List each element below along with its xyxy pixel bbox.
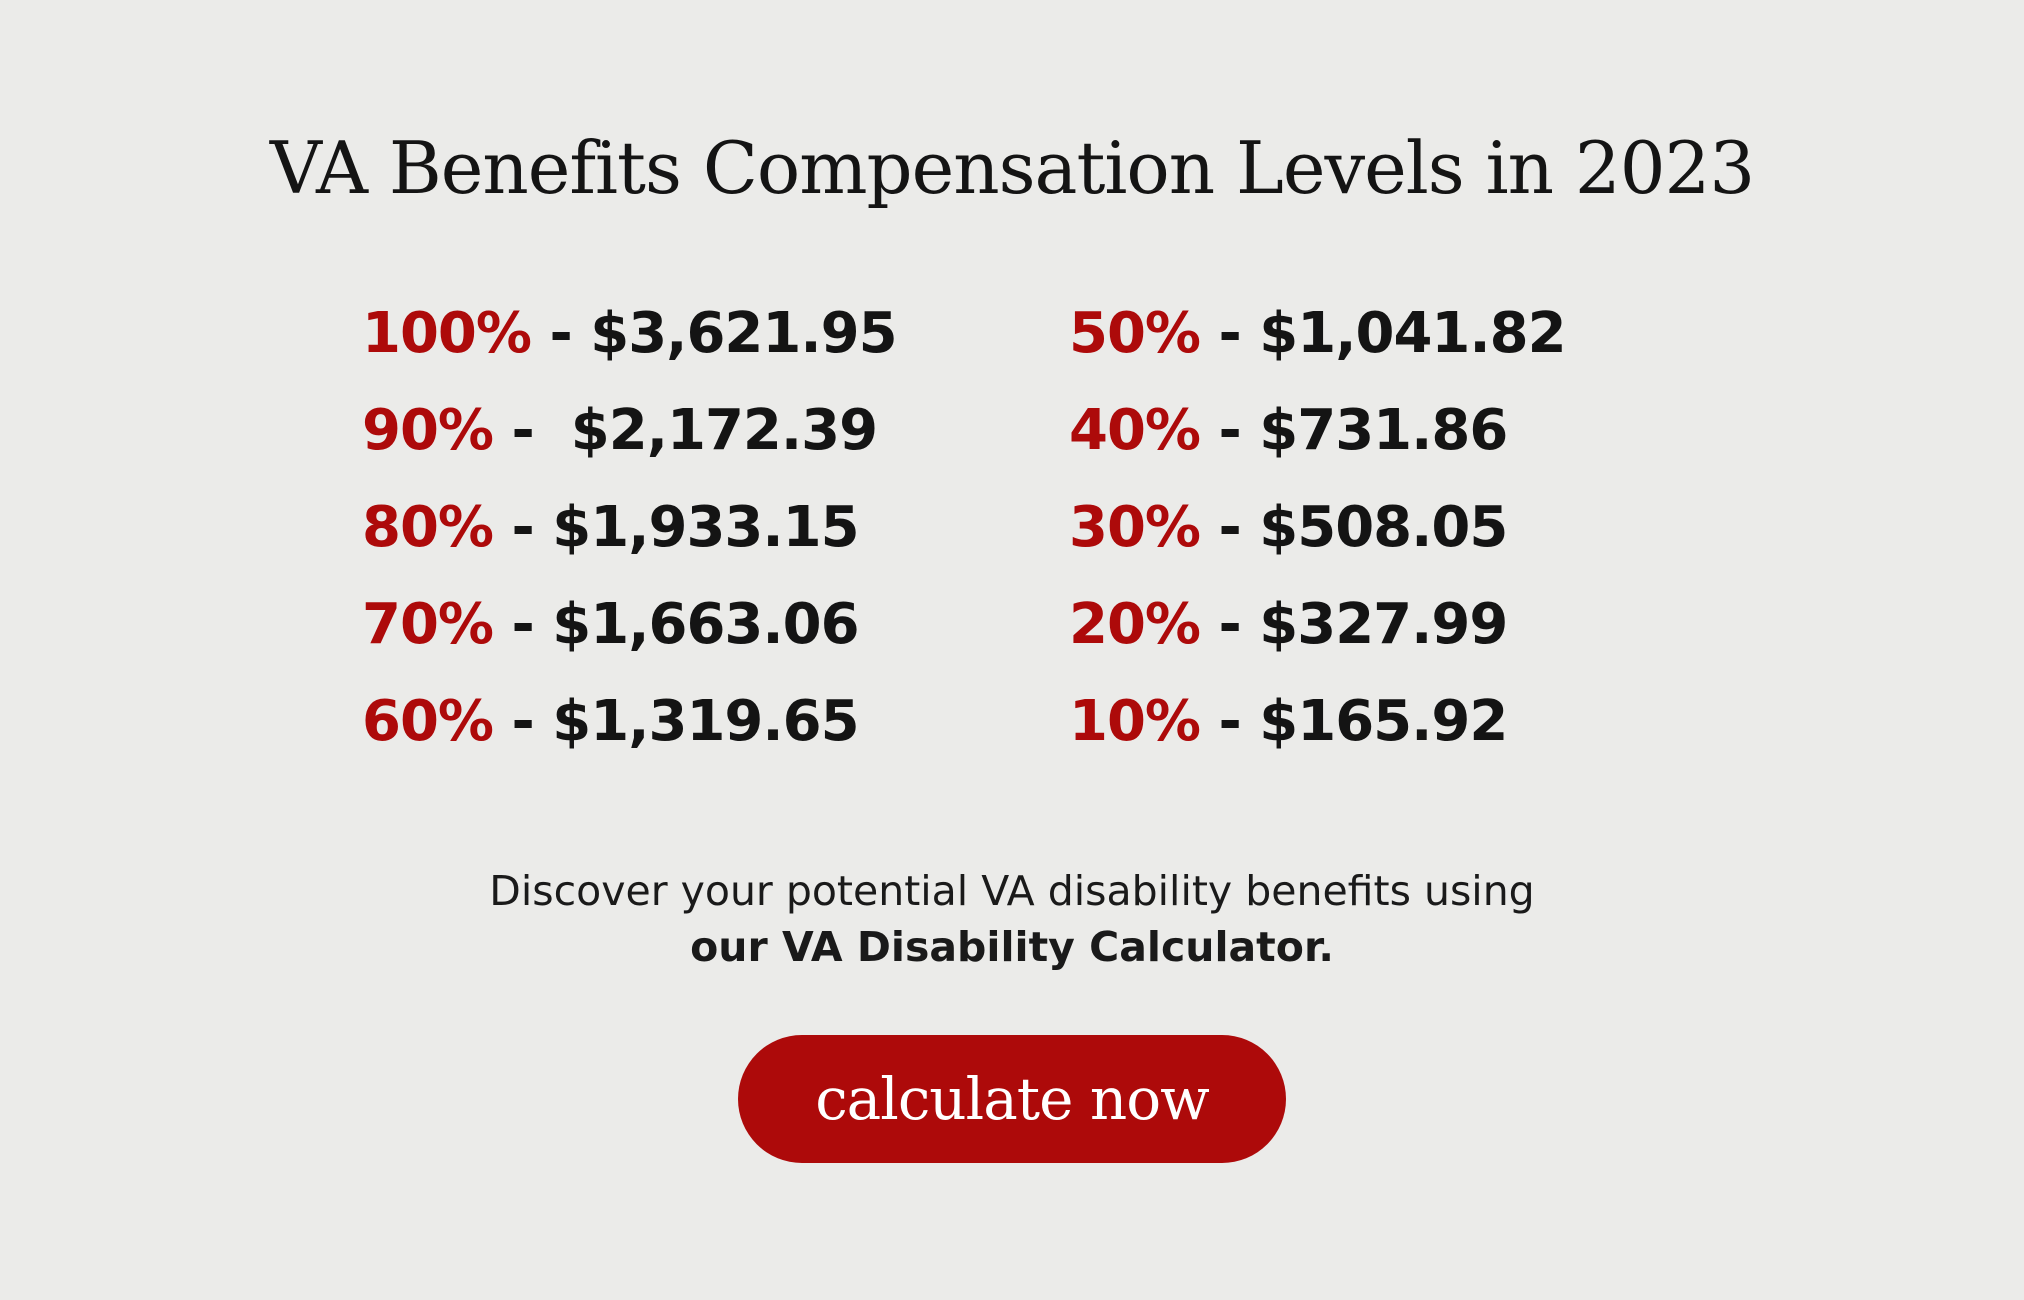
rate-percentage: 90% [362, 398, 494, 463]
rate-separator: - [1200, 301, 1260, 366]
rate-separator: - [1200, 592, 1260, 657]
rate-amount: $165.92 [1259, 689, 1508, 754]
rate-separator: - [493, 398, 571, 463]
calculate-now-button[interactable]: calculate now [738, 1035, 1286, 1163]
rate-row-20: 20% - $327.99 [1069, 576, 1689, 673]
rate-amount: $3,621.95 [590, 301, 897, 366]
rates-column-left: 100% - $3,621.95 90% - $2,172.39 80% - $… [362, 285, 982, 770]
rate-row-10: 10% - $165.92 [1069, 673, 1689, 770]
rates-column-right: 50% - $1,041.82 40% - $731.86 30% - $508… [1069, 285, 1689, 770]
compensation-rates: 100% - $3,621.95 90% - $2,172.39 80% - $… [0, 285, 2024, 785]
rate-separator: - [1200, 495, 1260, 560]
rate-row-70: 70% - $1,663.06 [362, 576, 982, 673]
calculator-link-text: our VA Disability Calculator. [690, 923, 1334, 971]
rate-percentage: 60% [362, 689, 494, 754]
rate-row-100: 100% - $3,621.95 [362, 285, 982, 382]
rate-separator: - [493, 592, 553, 657]
page-title: VA Benefits Compensation Levels in 2023 [269, 126, 1755, 210]
rate-amount: $327.99 [1259, 592, 1508, 657]
rate-amount: $1,319.65 [552, 689, 859, 754]
rate-percentage: 50% [1069, 301, 1201, 366]
rate-percentage: 100% [362, 301, 532, 366]
rate-separator: - [1200, 689, 1260, 754]
rate-separator: - [531, 301, 591, 366]
rate-percentage: 80% [362, 495, 494, 560]
rate-row-90: 90% - $2,172.39 [362, 382, 982, 479]
rate-amount: $508.05 [1259, 495, 1508, 560]
promo-text: Discover your potential VA disability be… [489, 867, 1535, 915]
rate-percentage: 70% [362, 592, 494, 657]
rate-row-40: 40% - $731.86 [1069, 382, 1689, 479]
rate-row-50: 50% - $1,041.82 [1069, 285, 1689, 382]
rate-amount: $2,172.39 [570, 398, 878, 463]
rate-amount: $1,933.15 [552, 495, 859, 560]
rate-percentage: 10% [1069, 689, 1201, 754]
rate-separator: - [493, 495, 553, 560]
rate-row-80: 80% - $1,933.15 [362, 479, 982, 576]
calculator-promo: Discover your potential VA disability be… [0, 863, 2024, 975]
rate-percentage: 40% [1069, 398, 1201, 463]
rate-amount: $731.86 [1259, 398, 1508, 463]
rate-separator: - [1200, 398, 1260, 463]
rate-percentage: 30% [1069, 495, 1201, 560]
rate-separator: - [493, 689, 553, 754]
rate-percentage: 20% [1069, 592, 1201, 657]
rate-row-30: 30% - $508.05 [1069, 479, 1689, 576]
rate-amount: $1,041.82 [1259, 301, 1566, 366]
rate-row-60: 60% - $1,319.65 [362, 673, 982, 770]
rate-amount: $1,663.06 [552, 592, 859, 657]
